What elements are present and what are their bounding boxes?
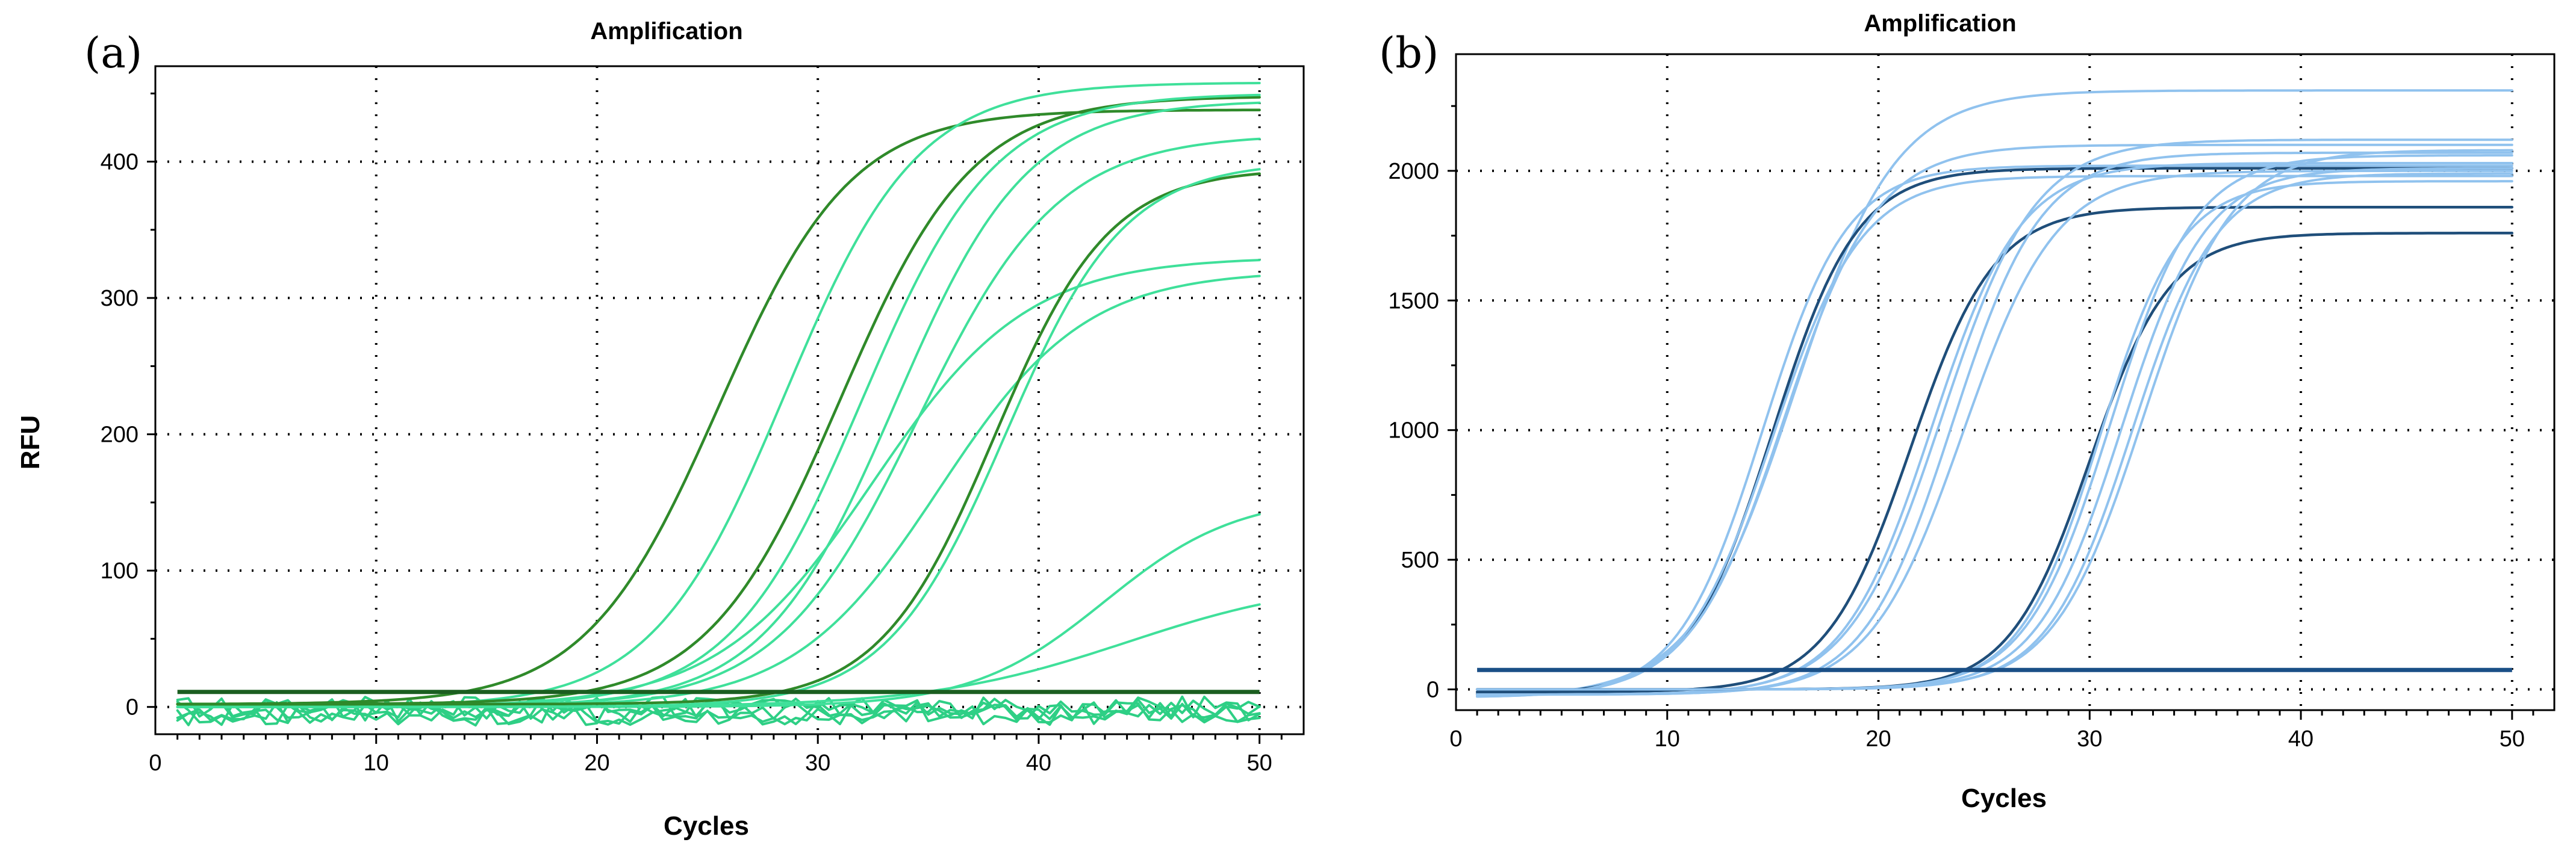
series-curve-11 <box>176 513 1261 708</box>
series-curve-9 <box>176 172 1261 706</box>
y-tick-label: 2000 <box>1388 159 1439 184</box>
x-tick-label: 0 <box>149 750 161 776</box>
y-tick-label: 500 <box>1401 548 1439 573</box>
y-tick-label: 1000 <box>1388 418 1439 444</box>
x-tick-label: 50 <box>1247 750 1272 776</box>
panel-a: (a) Amplification Cycles RFU 0 10 20 30 40 50… <box>16 18 1305 841</box>
series-curve-3 <box>1476 143 2513 698</box>
y-tick-label: 300 <box>101 286 138 311</box>
x-tick-label: 0 <box>1449 726 1462 752</box>
x-tick-label: 40 <box>2288 726 2313 752</box>
x-tick-label: 10 <box>1655 726 1680 752</box>
x-tick-label: 20 <box>584 750 609 776</box>
panel-b-letter: (b) <box>1379 28 1439 78</box>
x-tick-label: 30 <box>2077 726 2102 752</box>
series-curve-15 <box>1476 180 2513 691</box>
series-curve-2 <box>1475 167 2514 696</box>
series-curve-1 <box>176 108 1261 706</box>
panel-a-letter: (a) <box>84 28 142 78</box>
panel-b-title: Amplification <box>1864 10 2016 37</box>
x-tick-label: 30 <box>805 750 830 776</box>
panel-b-xlabel: Cycles <box>1961 784 2047 813</box>
panel-a-title: Amplification <box>590 18 742 45</box>
series-curve-4 <box>1476 164 2513 698</box>
series-curve-7 <box>176 259 1261 708</box>
y-tick-label: 400 <box>101 150 138 175</box>
series-curve-6 <box>1475 205 2514 694</box>
y-tick-label: 100 <box>101 558 138 584</box>
x-tick-label: 10 <box>364 750 389 776</box>
panel-b: (b) Amplification Cycles 0 10 20 30 40 500500… <box>1379 10 2556 813</box>
series-curve-10 <box>1476 169 2513 696</box>
x-tick-label: 20 <box>1865 726 1891 752</box>
series-curve-10 <box>176 168 1261 708</box>
series-curve-13 <box>1476 167 2513 691</box>
x-tick-label: 50 <box>2500 726 2525 752</box>
panel-a-ylabel: RFU <box>16 415 45 469</box>
series-group <box>176 82 1261 727</box>
series-curve-9 <box>1476 162 2513 696</box>
panel-a-xlabel: Cycles <box>664 811 749 841</box>
y-tick-label: 1500 <box>1388 288 1439 314</box>
series-curve-12 <box>176 603 1261 708</box>
y-tick-label: 200 <box>101 422 138 448</box>
series-group <box>1475 89 2514 698</box>
series-curve-4 <box>176 93 1261 708</box>
y-tick-label: 0 <box>126 695 138 720</box>
y-tick-label: 0 <box>1426 678 1439 703</box>
series-curve-7 <box>1476 138 2513 696</box>
series-curve-14 <box>1476 172 2513 691</box>
noise-trace-4 <box>176 698 1261 726</box>
x-tick-label: 40 <box>1026 750 1051 776</box>
series-curve-16 <box>1476 149 2513 691</box>
series-curve-12 <box>1476 154 2513 691</box>
series-curve-3 <box>176 96 1261 706</box>
series-curve-5 <box>1476 175 2513 698</box>
